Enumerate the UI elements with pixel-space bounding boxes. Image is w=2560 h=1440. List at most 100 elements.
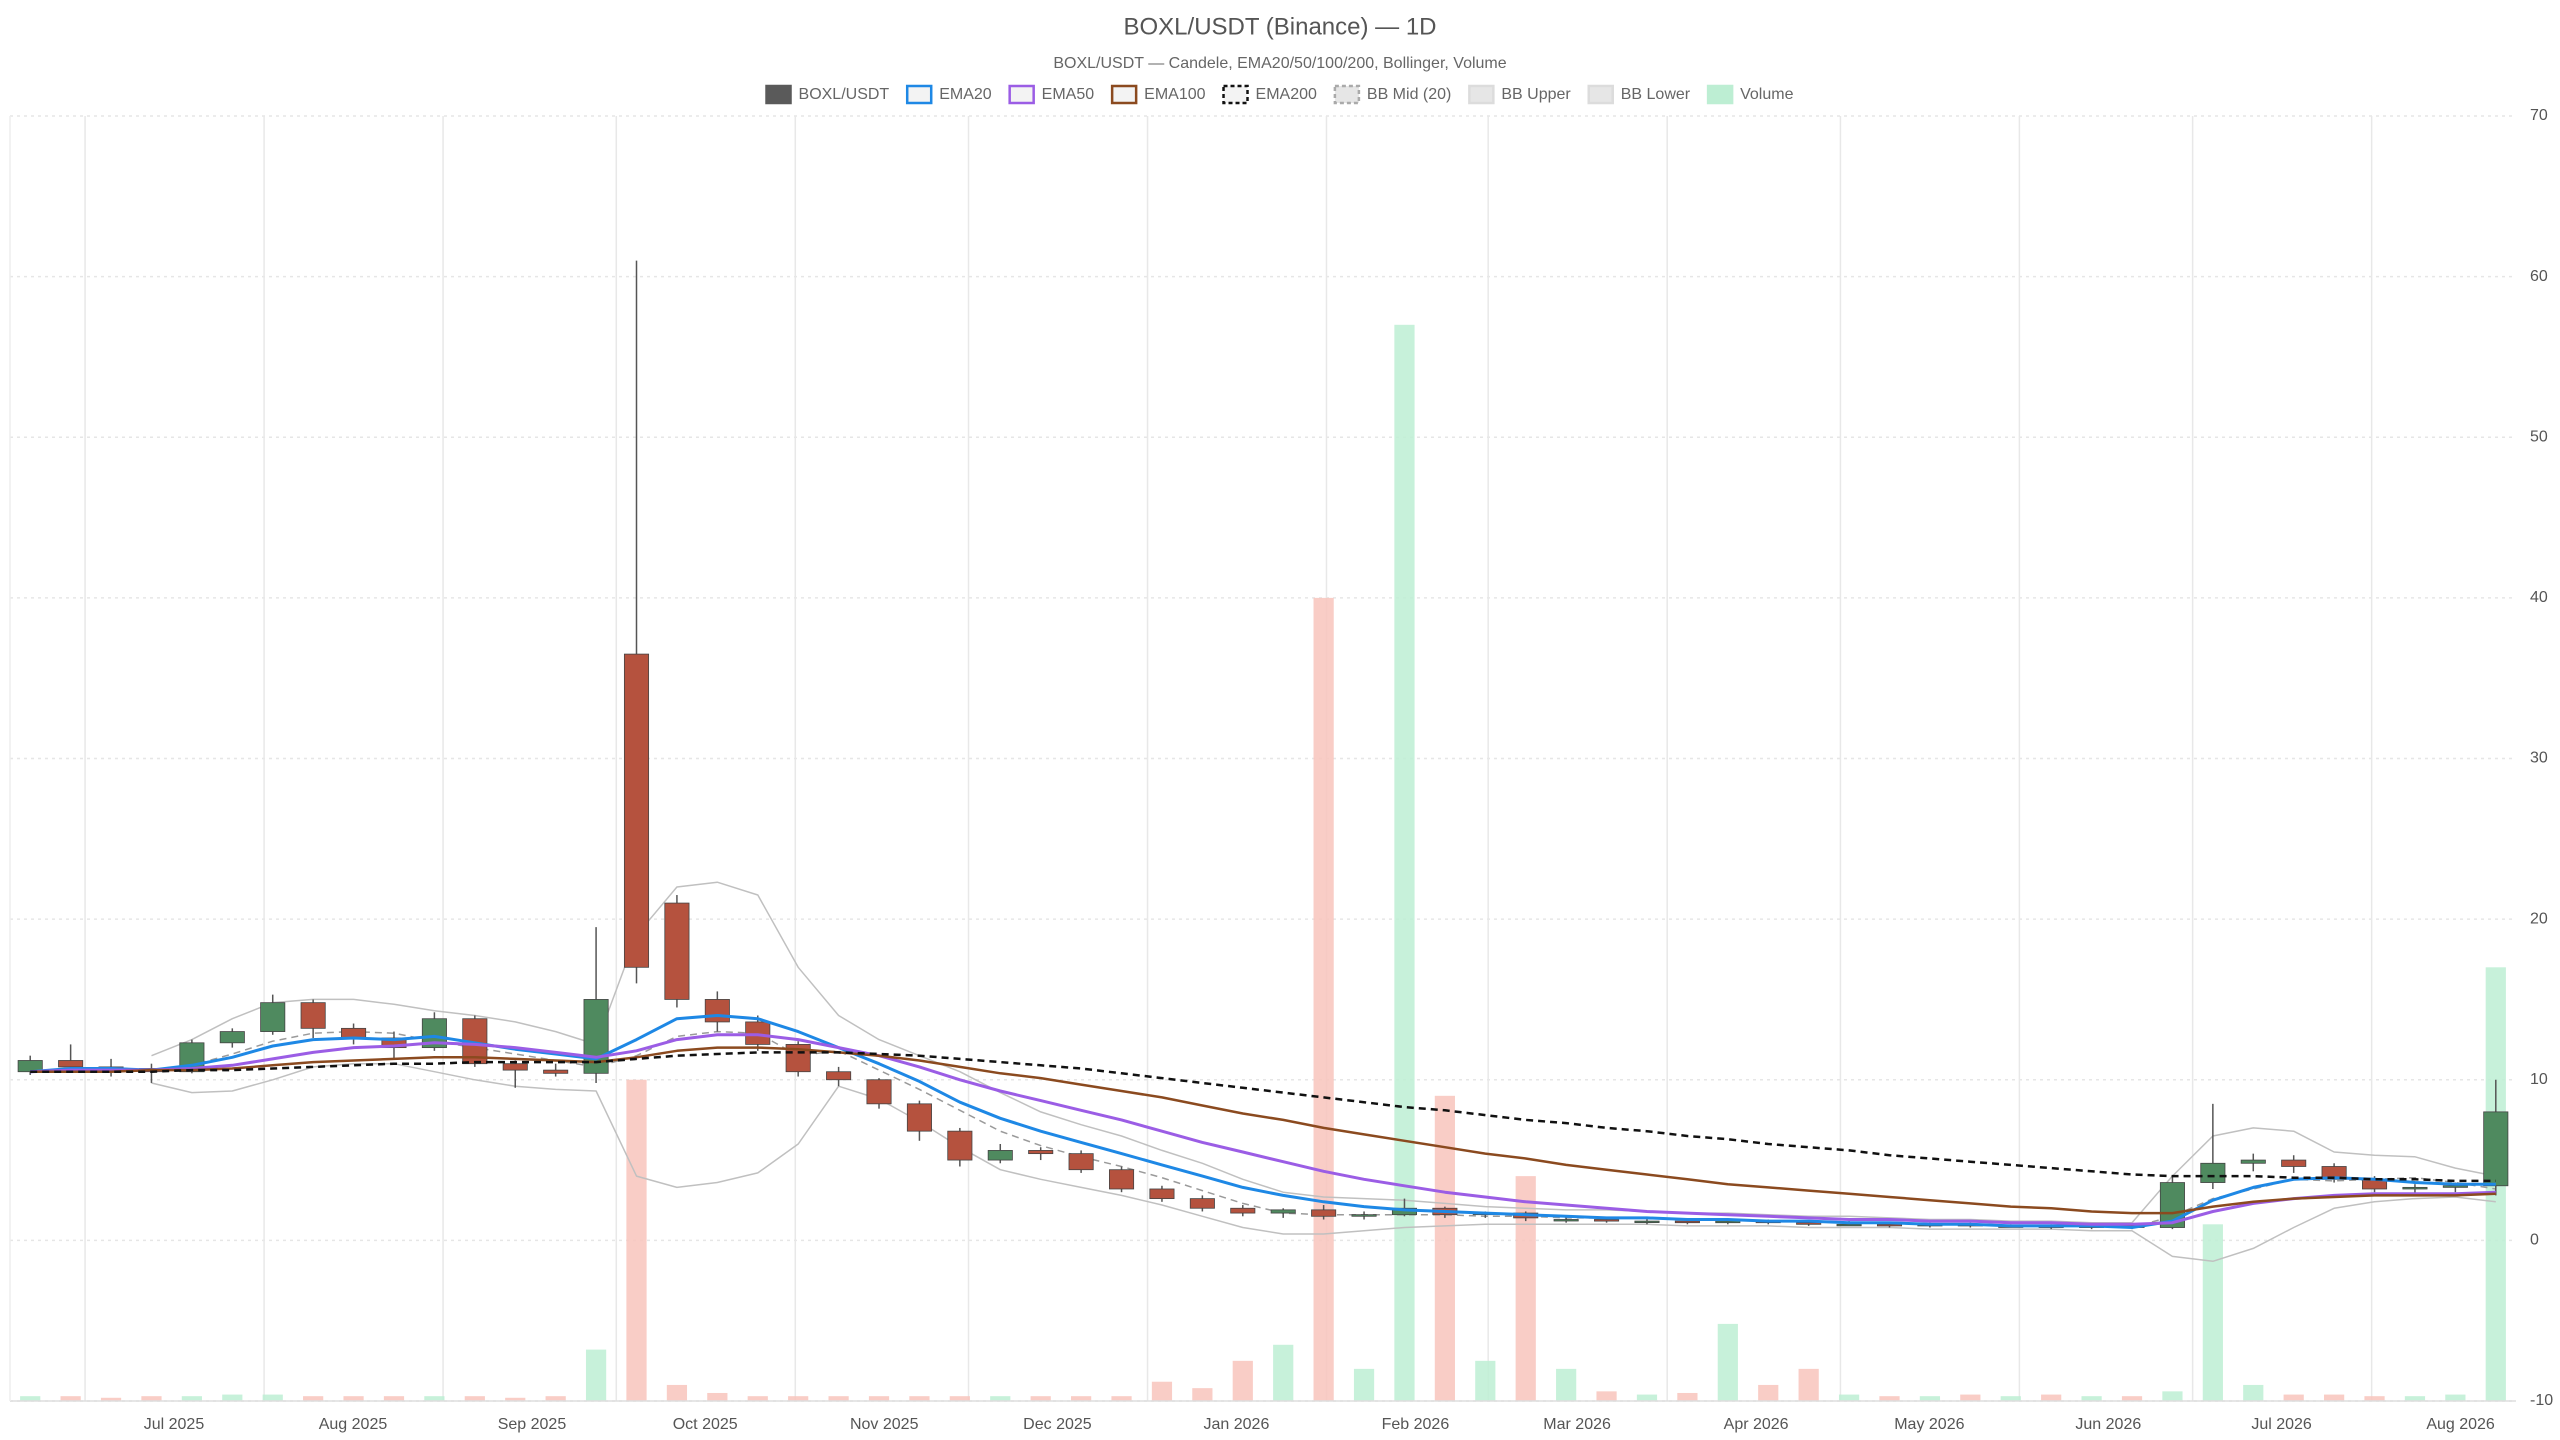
x-tick-label: Jul 2025 [144, 1416, 205, 1433]
volume-bar [262, 1394, 283, 1401]
legend-swatch [1008, 84, 1035, 105]
candle-body [1553, 1219, 1579, 1222]
x-tick-label: Nov 2025 [850, 1416, 919, 1433]
legend-swatch [1222, 84, 1249, 105]
volume-bar [424, 1396, 445, 1401]
x-tick-label: Jul 2026 [2251, 1416, 2312, 1433]
volume-bar [383, 1396, 405, 1401]
volume-bar [2041, 1394, 2062, 1401]
y-tick-label: 10 [2530, 1071, 2548, 1088]
candle-body [704, 999, 730, 1023]
candle-body [219, 1031, 245, 1044]
x-tick-label: Aug 2026 [2426, 1416, 2495, 1433]
candle-body [826, 1071, 852, 1081]
volume-bar [1232, 1360, 1253, 1401]
candle-body [947, 1130, 973, 1161]
y-tick-label: 30 [2530, 750, 2548, 767]
candle-layer [17, 260, 2509, 1230]
candle-body [2483, 1111, 2509, 1187]
volume-bar [666, 1384, 688, 1401]
x-tick-label: May 2026 [1894, 1416, 1964, 1433]
volume-bar [1838, 1394, 1860, 1401]
volume-bar [788, 1396, 809, 1401]
candle-body [2442, 1185, 2468, 1188]
candle-body [1028, 1150, 1054, 1155]
volume-bar [1313, 597, 1334, 1401]
volume-bar [2364, 1396, 2385, 1401]
volume-bar [747, 1396, 768, 1401]
axis-layer: -10 0 10 20 30 40 50 60 70 Jul 2025 Aug 2025 Sep 20… [9, 107, 2553, 1433]
volume-bar [343, 1396, 364, 1401]
volume-bar [2324, 1394, 2345, 1401]
volume-bar [20, 1396, 41, 1401]
volume-bar [1475, 1360, 1496, 1401]
candle-body [866, 1079, 892, 1105]
grid [10, 115, 2516, 1402]
volume-bar [545, 1396, 566, 1401]
y-tick-label: 50 [2530, 428, 2548, 445]
candle-body [745, 1021, 771, 1045]
volume-bar [2445, 1394, 2466, 1401]
volume-bar [303, 1396, 324, 1401]
volume-bar [1717, 1323, 1738, 1401]
volume-bar [1919, 1396, 1941, 1401]
volume-bar [2162, 1391, 2183, 1401]
volume-bar [1879, 1396, 1900, 1401]
legend-swatch [1706, 84, 1734, 105]
legend-swatch [1587, 84, 1614, 105]
volume-bar [1798, 1368, 1819, 1401]
y-tick-label: 60 [2530, 268, 2548, 285]
volume-bar [1758, 1384, 1779, 1401]
volume-bar [585, 1349, 607, 1401]
volume-bar [626, 1079, 647, 1401]
y-tick-label: 20 [2530, 910, 2548, 927]
volume-bar [990, 1396, 1011, 1401]
candle-body [1068, 1153, 1094, 1171]
chart-subtitle: BOXL/USDT — Candele, EMA20/50/100/200, B… [1053, 55, 1506, 72]
y-tick-label: 0 [2530, 1232, 2539, 1249]
volume-bar [1111, 1396, 1132, 1401]
candle-body [260, 1002, 286, 1032]
candle-body [1109, 1169, 1135, 1190]
volume-bar [868, 1396, 890, 1401]
volume-bar [141, 1396, 162, 1401]
volume-bar [2283, 1394, 2304, 1401]
volume-bar [2202, 1224, 2223, 1401]
y-tick-label: 70 [2530, 107, 2548, 124]
volume-bar [909, 1396, 930, 1401]
volume-bar [1273, 1344, 1294, 1401]
legend: BOXL/USDT EMA20 EMA50 EMA100 EMA200 BB Mid (2… [765, 84, 1794, 105]
candle-body [1351, 1214, 1377, 1217]
volume-bar [505, 1397, 526, 1401]
volume-bar [1515, 1176, 1536, 1401]
line-series [30, 1014, 2496, 1229]
legend-swatch [1468, 84, 1495, 105]
legend-swatch [905, 84, 933, 105]
candle-body [1149, 1188, 1175, 1200]
legend-label: EMA100 [1144, 86, 1205, 103]
candle-body [1230, 1207, 1256, 1214]
volume-bar [707, 1392, 728, 1401]
candle-body [1674, 1220, 1700, 1224]
legend-label: BB Upper [1501, 86, 1571, 103]
line-series [30, 1051, 2496, 1183]
candle-body [1270, 1209, 1296, 1214]
volume-bar [828, 1396, 849, 1401]
line-series [151, 1062, 2496, 1263]
x-tick-label: Mar 2026 [1543, 1416, 1611, 1433]
volume-bar [1353, 1368, 1375, 1401]
legend-label: BB Mid (20) [1367, 86, 1451, 103]
volume-bar [100, 1397, 122, 1401]
candle-body [2402, 1186, 2428, 1190]
legend-swatch [1110, 84, 1138, 105]
x-tick-label: Jun 2026 [2075, 1416, 2141, 1433]
candle-body [1876, 1223, 1903, 1227]
line-series [30, 1046, 2496, 1215]
legend-swatch [765, 84, 792, 105]
candle-body [543, 1069, 569, 1074]
volume-bar [1636, 1394, 1658, 1401]
candle-body [1715, 1220, 1741, 1224]
candle-body [1311, 1209, 1337, 1217]
legend-label: Volume [1740, 86, 1793, 103]
